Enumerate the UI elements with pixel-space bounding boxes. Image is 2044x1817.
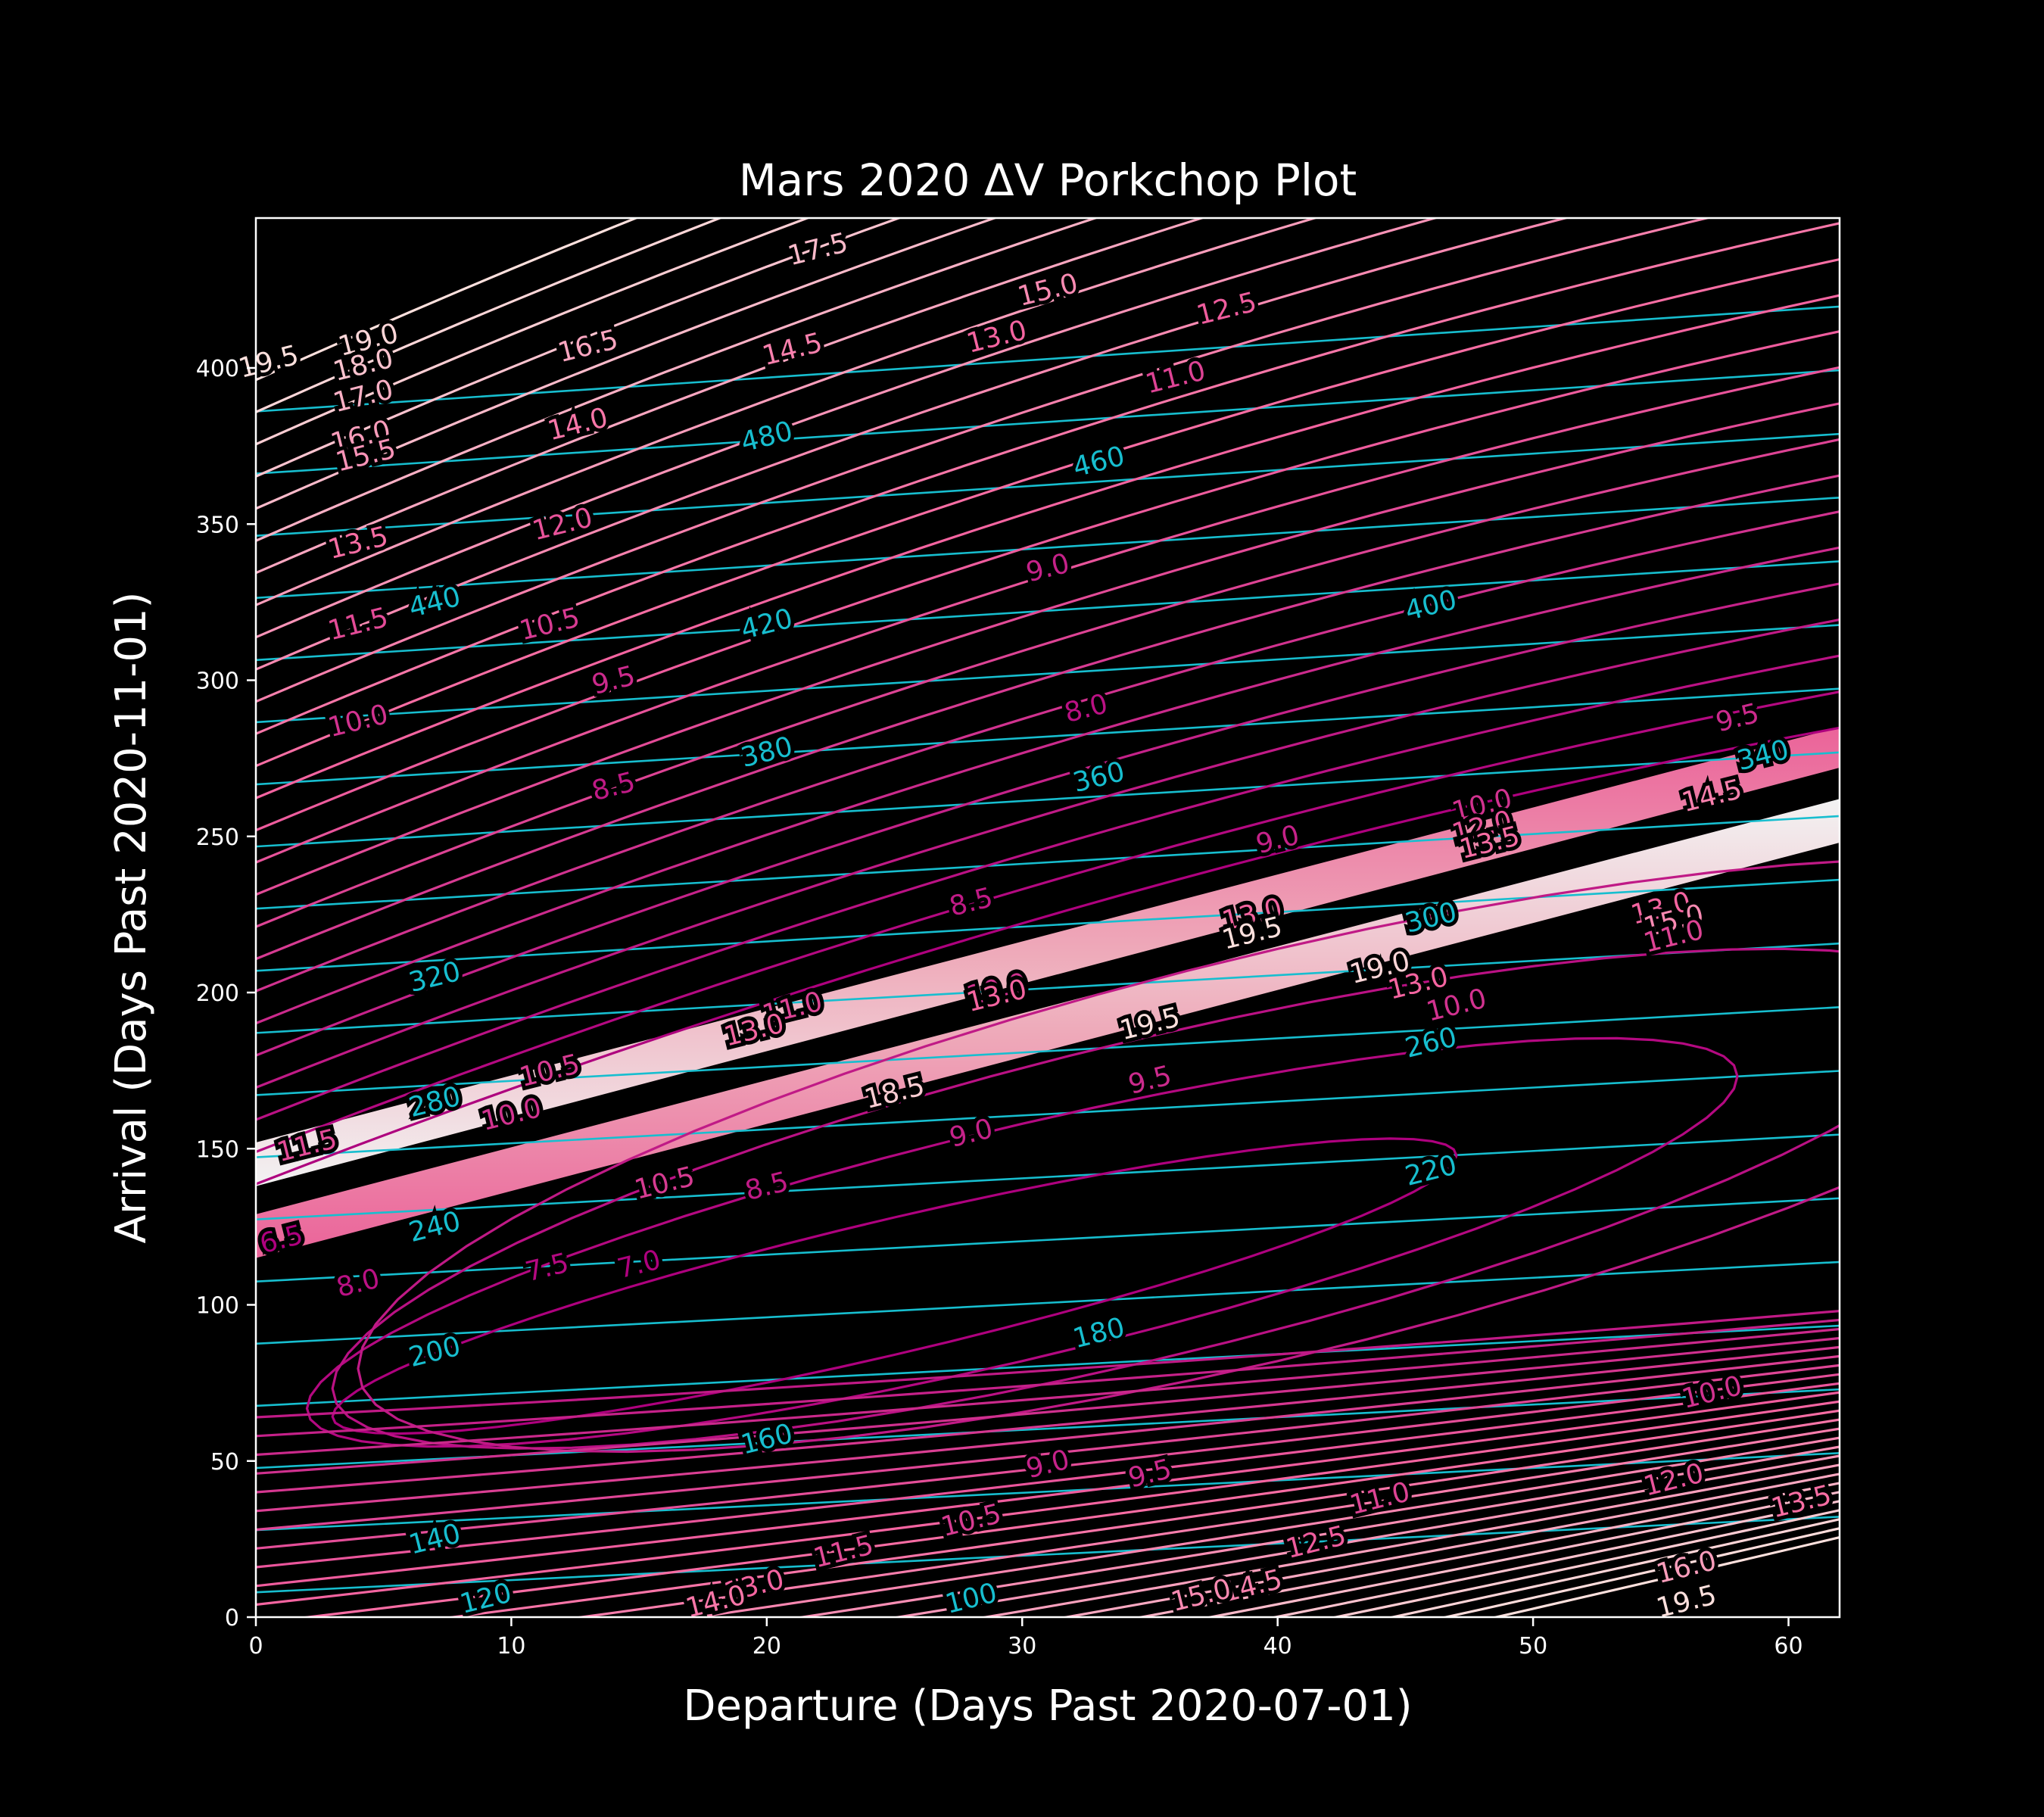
dv-contour-line xyxy=(1204,1491,1840,1617)
y-tick-label: 50 xyxy=(210,1449,239,1476)
dv-contour-line xyxy=(1329,1509,1840,1617)
chart-title: Mars 2020 ΔV Porkchop Plot xyxy=(739,154,1357,206)
dv-contour-line xyxy=(256,218,812,446)
tof-contour-line xyxy=(256,1006,1840,1096)
dv-contours xyxy=(256,218,1840,1617)
x-tick-label: 0 xyxy=(248,1633,263,1660)
tof-contour-line xyxy=(256,815,1840,910)
dv-contour-line xyxy=(1387,1518,1840,1617)
dv-contour-line xyxy=(794,1445,1840,1617)
y-tick-label: 0 xyxy=(225,1605,239,1632)
y-axis-label: Arrival (Days Past 2020-11-01) xyxy=(107,592,156,1244)
dv-contour-line xyxy=(256,218,1320,606)
tof-contour-line xyxy=(256,1197,1840,1283)
tof-contour-line xyxy=(256,560,1840,662)
dv-contour-line xyxy=(256,1400,1840,1607)
tof-contour-line xyxy=(256,369,1840,475)
singularity-band xyxy=(256,727,1840,1186)
dv-contour-line xyxy=(256,690,1840,1153)
dv-contour-line xyxy=(298,1409,1840,1617)
tof-contour-line xyxy=(256,1451,1840,1532)
dv-contour-line xyxy=(256,218,1440,639)
dv-contour-line xyxy=(256,330,1840,832)
x-tick-label: 30 xyxy=(1008,1633,1036,1660)
dv-contour-line xyxy=(256,1391,1840,1588)
y-tick-label: 250 xyxy=(196,824,239,851)
dv-contour-line xyxy=(1269,1500,1840,1617)
y-tick-label: 300 xyxy=(196,669,239,695)
tof-contour-line xyxy=(256,1516,1840,1594)
dv-contour-line xyxy=(1491,1536,1840,1617)
dv-contour-loop xyxy=(357,860,1840,1454)
x-tick-label: 50 xyxy=(1519,1633,1547,1660)
tof-contour-line xyxy=(256,1070,1840,1158)
dv-contour-line xyxy=(256,294,1840,799)
x-tick-label: 40 xyxy=(1263,1633,1292,1660)
dv-contour-line xyxy=(256,546,1840,1025)
y-tick-label: 150 xyxy=(196,1136,239,1163)
dv-contour-loop xyxy=(305,1036,1739,1448)
dv-contour-line xyxy=(256,1327,1840,1457)
dv-contour-loop xyxy=(331,947,1840,1450)
dv-contour-line xyxy=(256,1310,1840,1419)
dv-contour-line xyxy=(256,218,724,413)
dv-contour-line xyxy=(443,1418,1840,1617)
dv-contour-line xyxy=(689,1436,1840,1617)
tof-contour-line xyxy=(256,496,1840,600)
dv-contour-line xyxy=(256,402,1840,896)
dv-contour-line xyxy=(256,218,902,478)
dv-contour-line xyxy=(572,1427,1840,1617)
dv-contour-line xyxy=(256,1373,1840,1550)
y-axis: 0 50 100 150 200 250 300 350 400 xyxy=(196,356,256,1632)
tof-contour-line xyxy=(256,751,1840,848)
tof-contour-line xyxy=(256,942,1840,1034)
dv-contour-loop xyxy=(331,1137,1458,1435)
dv-contour-line xyxy=(256,1336,1840,1475)
dv-contour-line xyxy=(256,218,999,510)
dv-contour-line xyxy=(256,218,1571,671)
dv-contour-line xyxy=(256,218,1712,703)
dv-contour-line xyxy=(256,474,1840,961)
dv-contour-line xyxy=(256,1318,1840,1438)
x-tick-label: 20 xyxy=(752,1633,781,1660)
dv-contour-line xyxy=(256,510,1840,993)
dv-contour-line xyxy=(256,257,1840,768)
dv-contour-line xyxy=(1060,1473,1840,1617)
y-tick-label: 200 xyxy=(196,980,239,1007)
tof-contour-line xyxy=(256,1133,1840,1220)
dv-contour-line xyxy=(256,218,1206,575)
dv-contour-line xyxy=(256,618,1840,1089)
dv-contour-line xyxy=(256,726,1840,1186)
dv-contour-line xyxy=(256,218,640,382)
x-axis-label: Departure (Days Past 2020-07-01) xyxy=(683,1681,1412,1731)
dv-contour-line xyxy=(256,1382,1840,1569)
x-tick-label: 60 xyxy=(1774,1633,1803,1660)
dv-contour-line xyxy=(256,218,1099,542)
y-tick-label: 400 xyxy=(196,356,239,382)
dv-contour-line xyxy=(256,1364,1840,1532)
dv-contour-line xyxy=(256,438,1840,928)
dv-contour-line xyxy=(256,222,1840,735)
y-tick-label: 350 xyxy=(196,512,239,538)
y-tick-label: 100 xyxy=(196,1293,239,1320)
dv-contour-line xyxy=(1135,1482,1840,1617)
tof-contour-line xyxy=(256,432,1840,537)
tof-contour-line xyxy=(256,687,1840,786)
tof-contour-line xyxy=(256,305,1840,413)
x-axis: 0 10 20 30 40 50 60 xyxy=(248,1617,1803,1660)
dv-contour-line xyxy=(256,582,1840,1057)
dv-contour-line xyxy=(1440,1527,1840,1617)
x-tick-label: 10 xyxy=(497,1633,525,1660)
tof-contour-line xyxy=(256,1324,1840,1407)
dv-contour-line xyxy=(890,1454,1840,1617)
dv-contour-line xyxy=(256,654,1840,1121)
tof-contour-line xyxy=(256,1261,1840,1345)
dv-contour-line xyxy=(256,1354,1840,1513)
dv-contour-line xyxy=(256,366,1840,864)
dv-contour-line xyxy=(256,1345,1840,1494)
dv-contour-line xyxy=(978,1463,1840,1617)
plot-frame xyxy=(254,217,1841,1619)
